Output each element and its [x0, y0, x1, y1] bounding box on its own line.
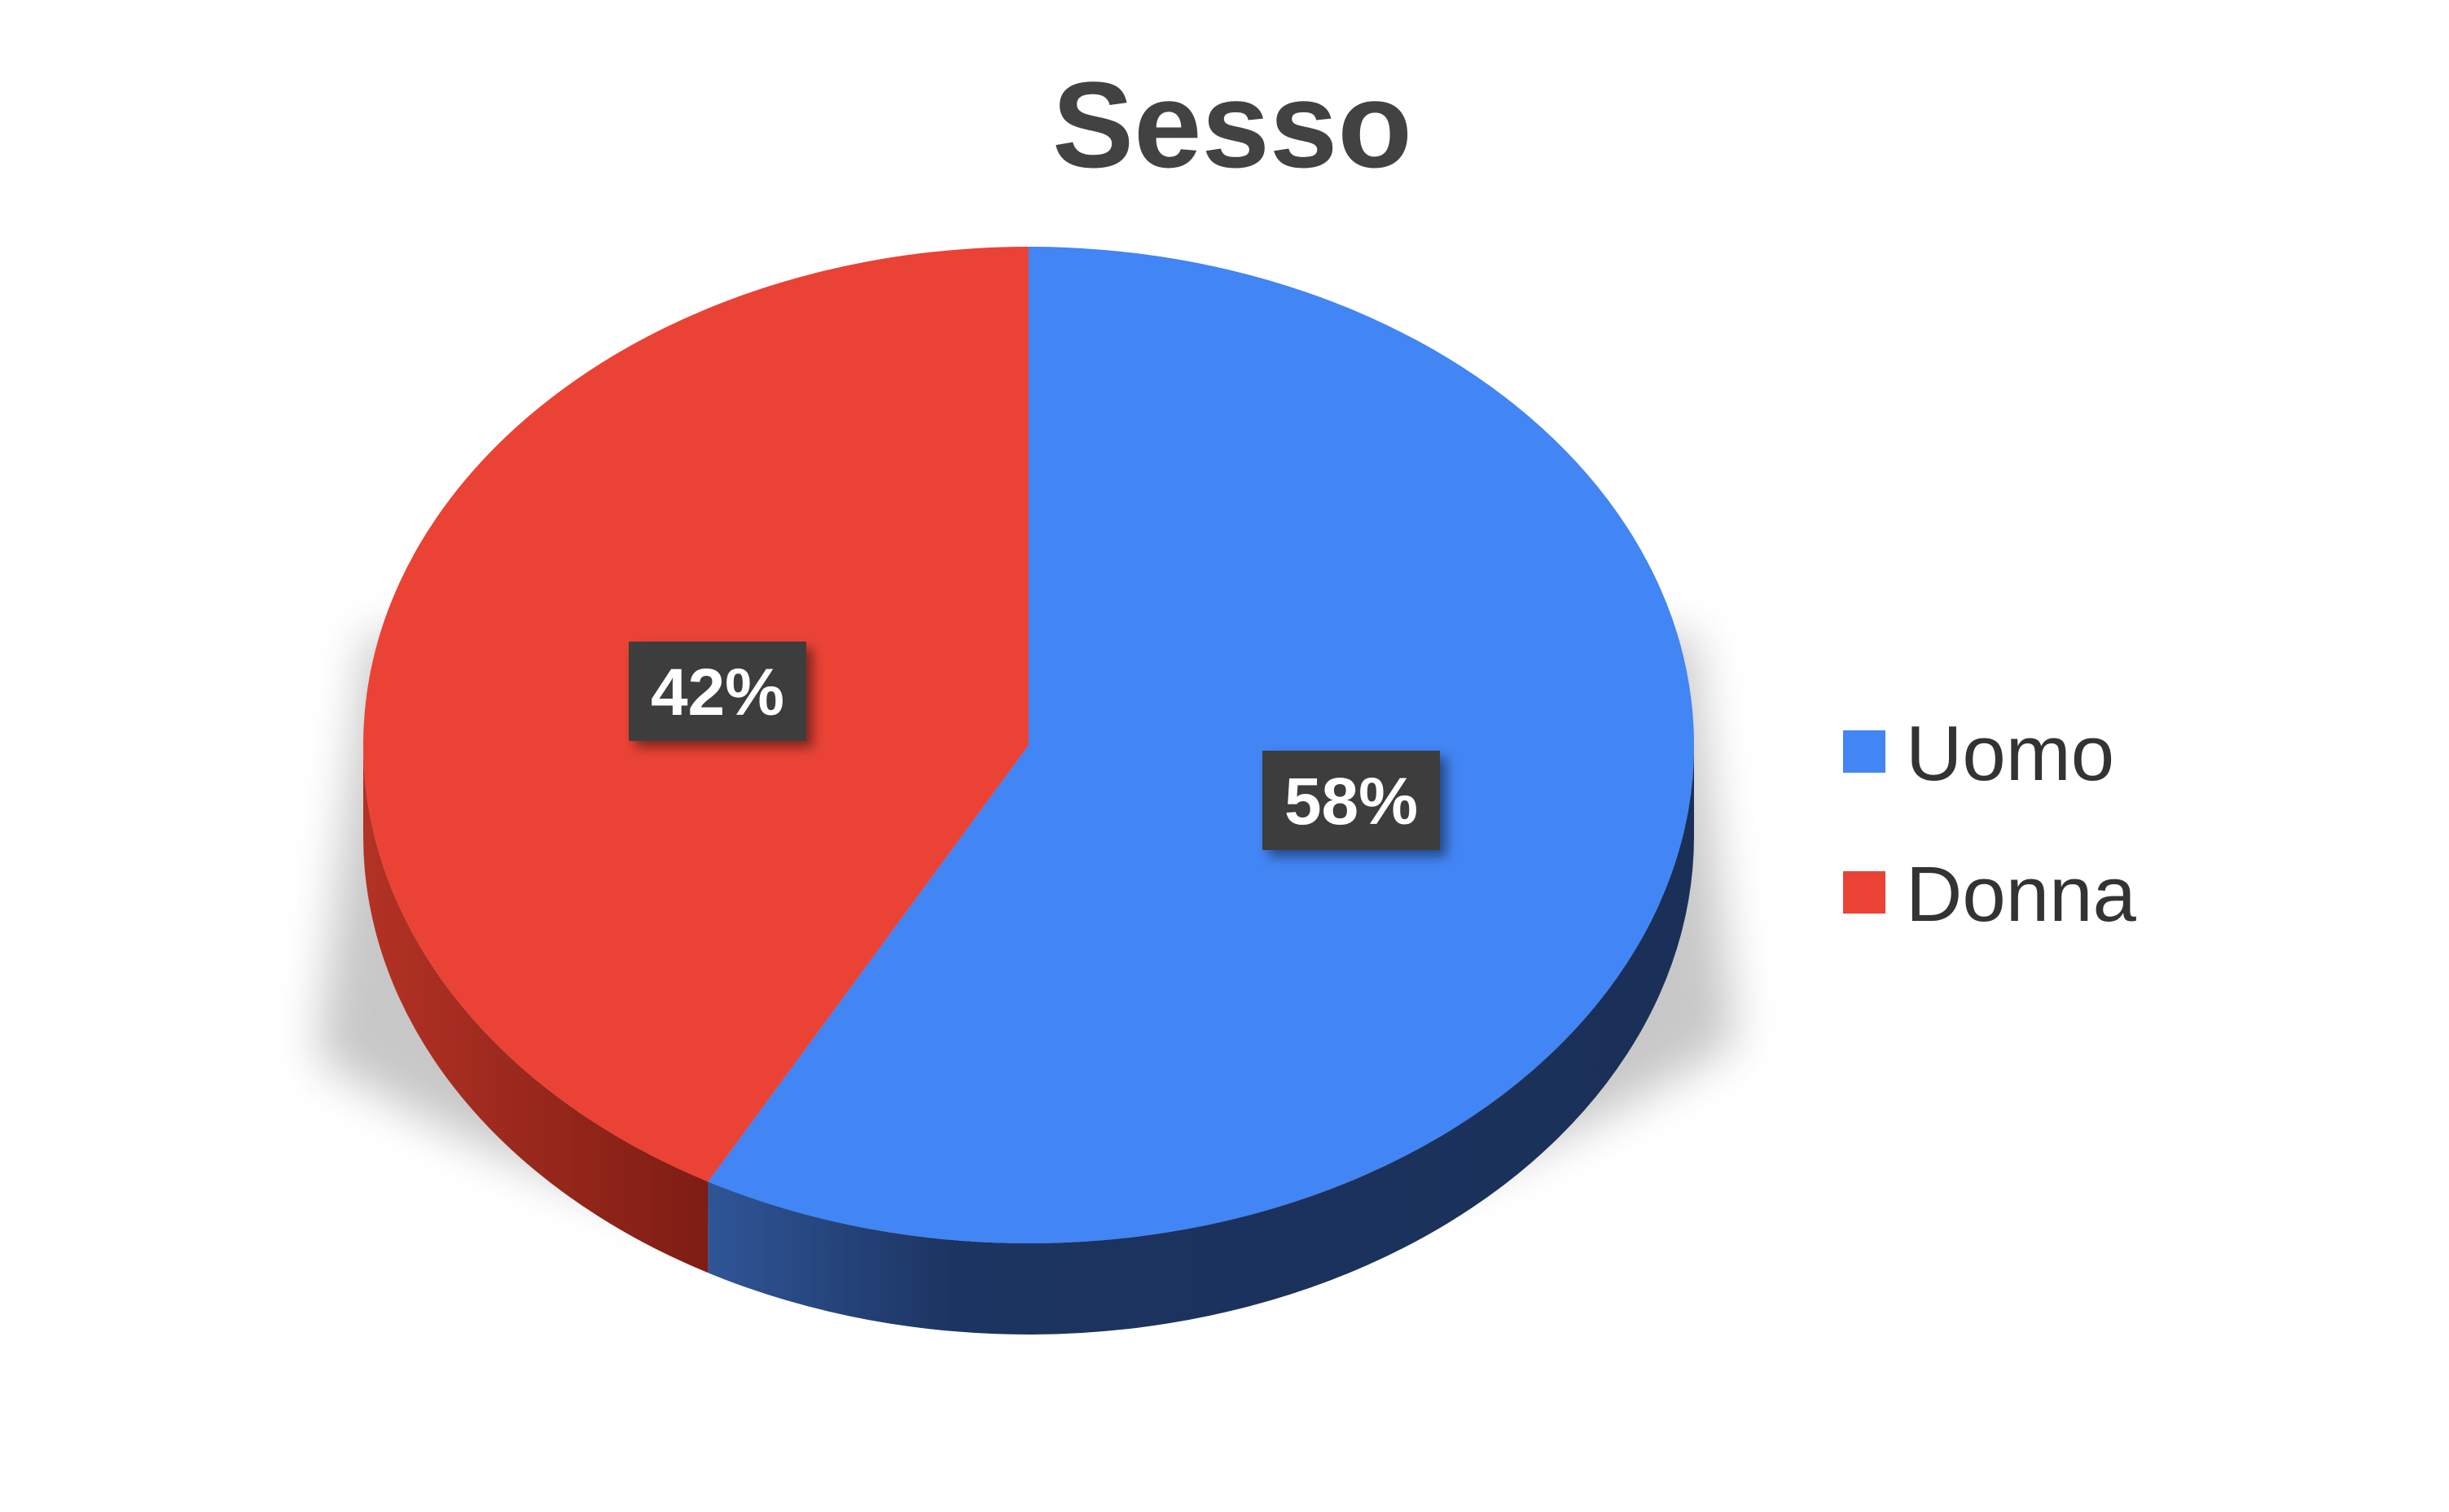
- legend-label-donna: Donna: [1906, 851, 2137, 938]
- pie-slice-uomo: [708, 247, 1694, 1244]
- pie-slices: [363, 247, 1694, 1244]
- pie-side-uomo: [708, 745, 1694, 1335]
- pie-sides: [363, 745, 1694, 1335]
- data-label-donna: [629, 642, 806, 741]
- legend-item-donna: Donna: [1843, 851, 2137, 938]
- data-label-uomo-text: 58%: [1284, 765, 1418, 839]
- data-label-uomo: [1262, 751, 1440, 850]
- legend-swatch-donna: [1843, 871, 1885, 914]
- legend: Uomo Donna: [1843, 710, 2137, 938]
- legend-item-uomo: Uomo: [1843, 710, 2114, 797]
- data-label-donna-text: 42%: [651, 655, 784, 730]
- data-labels: 42% 58%: [629, 642, 1440, 850]
- pie-side-donna: [363, 745, 709, 1273]
- legend-swatch-uomo: [1843, 730, 1885, 773]
- legend-label-uomo: Uomo: [1906, 710, 2114, 797]
- chart-title: Sesso: [1052, 56, 1412, 193]
